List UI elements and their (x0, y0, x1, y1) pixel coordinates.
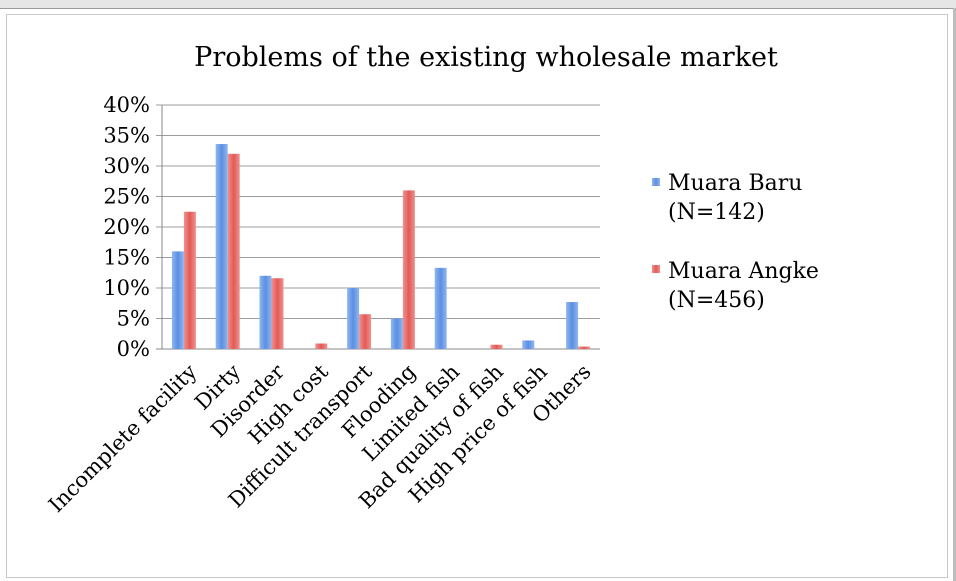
y-tick-label: 30% (103, 154, 150, 178)
chart-title: Problems of the existing wholesale marke… (194, 42, 778, 73)
legend-swatch-muara-angke (652, 265, 660, 273)
bars (171, 144, 591, 349)
bar-muara-angke (578, 346, 591, 349)
x-tick-label: Incomplete facility (44, 359, 202, 517)
bar-muara-angke (402, 190, 415, 349)
y-tick-label: 25% (103, 185, 150, 209)
chart-area (6, 14, 948, 578)
window-top-border (0, 0, 956, 9)
bar-muara-angke (271, 278, 284, 349)
y-axis: 0% 5% 10% 15% 20% 25% 30% 35% 40% (103, 93, 163, 361)
bar-muara-baru (522, 340, 535, 349)
legend-label-muara-angke: Muara Angke (668, 259, 819, 284)
bar-muara-angke (490, 344, 503, 349)
bar-muara-baru (566, 302, 579, 349)
bar-muara-angke (183, 211, 196, 349)
legend: Muara Baru (N=142) Muara Angke (N=456) (652, 171, 819, 313)
bar-muara-baru (390, 318, 403, 349)
bar-muara-angke (227, 153, 240, 349)
window-right-border (953, 8, 956, 581)
legend-count-muara-angke: (N=456) (668, 288, 765, 313)
y-tick-label: 35% (103, 124, 150, 148)
y-tick-label: 20% (103, 215, 150, 239)
y-tick-label: 0% (117, 337, 150, 361)
y-tick-label: 15% (103, 246, 150, 270)
y-tick-label: 5% (117, 307, 150, 331)
bar-muara-baru (434, 267, 447, 349)
legend-swatch-muara-baru (652, 178, 660, 186)
bar-muara-angke (315, 343, 328, 349)
bar-muara-baru (259, 275, 272, 349)
bar-muara-baru (215, 144, 228, 349)
bar-muara-baru (347, 288, 360, 349)
legend-count-muara-baru: (N=142) (668, 200, 765, 225)
y-tick-label: 10% (103, 276, 150, 300)
y-tick-label: 40% (103, 93, 150, 117)
bar-muara-angke (359, 314, 372, 349)
legend-label-muara-baru: Muara Baru (668, 171, 802, 196)
bar-muara-baru (171, 251, 184, 349)
